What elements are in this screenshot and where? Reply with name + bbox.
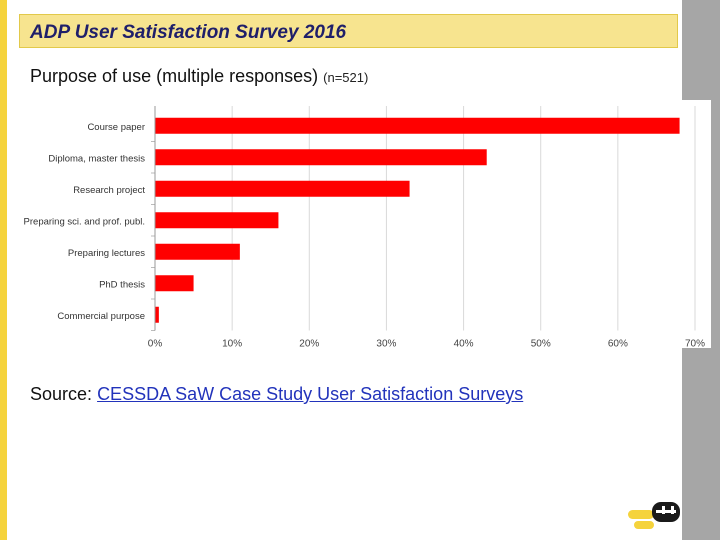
- x-tick-label: 40%: [454, 339, 474, 349]
- y-category-label: PhD thesis: [99, 279, 145, 290]
- bar: [155, 149, 487, 166]
- x-tick-label: 20%: [299, 339, 319, 349]
- y-category-label: Research project: [73, 185, 145, 196]
- left-accent-stripe: [0, 0, 7, 540]
- x-tick-label: 0%: [148, 339, 163, 349]
- bar: [155, 180, 410, 197]
- y-category-label: Commercial purpose: [57, 311, 145, 322]
- x-tick-label: 70%: [685, 339, 705, 349]
- title-bar: ADP User Satisfaction Survey 2016: [19, 14, 678, 48]
- x-tick-label: 50%: [531, 339, 551, 349]
- sample-size: (n=521): [323, 70, 369, 85]
- subtitle-text: Purpose of use (multiple responses): [30, 66, 319, 86]
- bar: [155, 212, 279, 229]
- y-category-label: Course paper: [87, 122, 145, 133]
- bar: [155, 243, 240, 260]
- bar: [155, 306, 159, 323]
- source-link[interactable]: CESSDA SaW Case Study User Satisfaction …: [97, 384, 524, 404]
- y-category-label: Diploma, master thesis: [48, 153, 145, 164]
- source-line: Source: CESSDA SaW Case Study User Satis…: [30, 384, 523, 405]
- x-tick-label: 60%: [608, 339, 628, 349]
- chart-subtitle: Purpose of use (multiple responses) (n=5…: [30, 66, 368, 87]
- slide-title: ADP User Satisfaction Survey 2016: [30, 22, 347, 43]
- y-category-label: Preparing sci. and prof. publ.: [24, 216, 145, 227]
- y-category-label: Preparing lectures: [68, 248, 145, 259]
- bar-chart: 0% 10% 20% 30% 40% 50% 60% 70% Course paper Diplo…: [8, 100, 711, 348]
- bar-chart-svg: 0% 10% 20% 30% 40% 50% 60% 70% Course paper Diplo…: [24, 106, 705, 349]
- bar: [155, 117, 680, 134]
- adp-logo-icon: [628, 502, 680, 529]
- x-tick-label: 10%: [222, 339, 242, 349]
- x-tick-label: 30%: [376, 339, 396, 349]
- bar: [155, 275, 194, 292]
- source-label: Source:: [30, 384, 93, 404]
